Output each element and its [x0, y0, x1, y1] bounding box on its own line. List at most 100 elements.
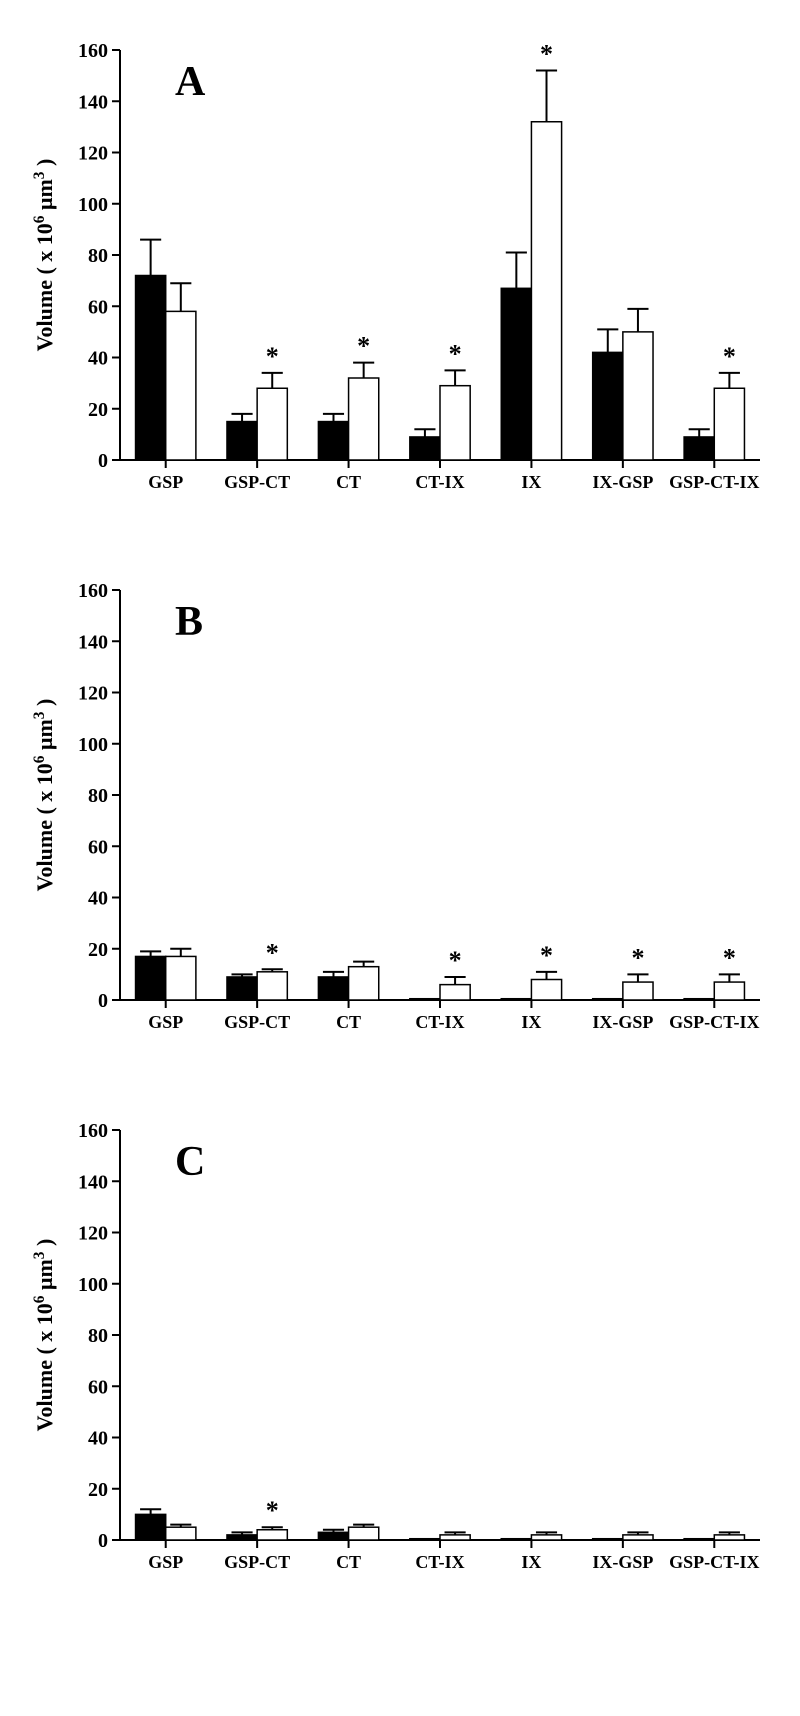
y-axis-label: Volume ( x 106 μm3 ): [31, 159, 58, 352]
ytick-label: 160: [78, 580, 108, 602]
significance-star: *: [723, 342, 736, 371]
ytick-label: 160: [78, 40, 108, 62]
bar-white: [257, 388, 287, 460]
category-label: IX-GSP: [592, 1012, 653, 1032]
ytick-label: 0: [98, 450, 108, 472]
bar-white: [440, 985, 470, 1000]
bar-black: [684, 1539, 714, 1540]
bar-black: [318, 1532, 348, 1540]
ytick-label: 40: [88, 1428, 108, 1450]
ytick-label: 140: [78, 631, 108, 653]
significance-star: *: [631, 943, 644, 972]
bar-white: [714, 1535, 744, 1540]
ytick-label: 80: [88, 245, 108, 267]
ytick-label: 0: [98, 1530, 108, 1552]
category-label: GSP: [148, 1552, 183, 1572]
category-label: CT: [336, 472, 361, 492]
ytick-label: 40: [88, 888, 108, 910]
category-label: GSP: [148, 1012, 183, 1032]
category-label: CT-IX: [415, 1552, 464, 1572]
category-label: GSP: [148, 472, 183, 492]
bar-black: [318, 422, 348, 460]
bar-black: [136, 956, 166, 1000]
ytick-label: 160: [78, 1120, 108, 1142]
bar-white: [531, 980, 561, 1001]
panel-letter: C: [175, 1139, 205, 1185]
bar-black: [410, 999, 440, 1000]
category-label: GSP-CT: [224, 1012, 290, 1032]
ytick-label: 20: [88, 1479, 108, 1501]
bar-black: [593, 999, 623, 1000]
ytick-label: 120: [78, 143, 108, 165]
ytick-label: 120: [78, 1223, 108, 1245]
category-label: IX: [521, 1012, 541, 1032]
y-axis-label: Volume ( x 106 μm3 ): [31, 699, 58, 892]
panel-letter: A: [175, 59, 206, 105]
ytick-label: 100: [78, 1274, 108, 1296]
panel-letter: B: [175, 599, 203, 645]
bar-white: [714, 982, 744, 1000]
bar-white: [440, 1535, 470, 1540]
category-label: GSP-CT-IX: [669, 1012, 759, 1032]
bar-black: [684, 437, 714, 460]
bar-black: [501, 999, 531, 1000]
category-label: GSP-CT: [224, 472, 290, 492]
significance-star: *: [449, 339, 462, 368]
bar-black: [501, 288, 531, 460]
bar-black: [410, 1539, 440, 1540]
ytick-label: 20: [88, 399, 108, 421]
bar-white: [623, 982, 653, 1000]
significance-star: *: [540, 941, 553, 970]
category-label: IX-GSP: [592, 1552, 653, 1572]
ytick-label: 100: [78, 194, 108, 216]
chart-panel-c: 0 20 40 60 80 100 120 140 160 Volume ( x 106 μm3 …: [20, 1100, 780, 1600]
ytick-label: 140: [78, 1171, 108, 1193]
ytick-label: 20: [88, 939, 108, 961]
bar-black: [684, 999, 714, 1000]
ytick-label: 80: [88, 1325, 108, 1347]
figure-container: 0 20 40 60 80 100 120 140 160 Volume ( x 106 μm3 …: [20, 20, 780, 1600]
bar-white: [714, 388, 744, 460]
category-label: GSP-CT-IX: [669, 1552, 759, 1572]
category-label: IX-GSP: [592, 472, 653, 492]
bar-white: [440, 386, 470, 460]
ytick-label: 60: [88, 296, 108, 318]
ytick-label: 60: [88, 836, 108, 858]
bar-white: [349, 967, 379, 1000]
significance-star: *: [449, 946, 462, 975]
ytick-label: 0: [98, 990, 108, 1012]
category-label: CT: [336, 1012, 361, 1032]
ytick-label: 120: [78, 683, 108, 705]
bar-white: [257, 972, 287, 1000]
bar-black: [227, 977, 257, 1000]
bar-black: [136, 276, 166, 461]
significance-star: *: [723, 943, 736, 972]
bar-white: [623, 1535, 653, 1540]
ytick-label: 60: [88, 1376, 108, 1398]
bar-white: [531, 122, 561, 460]
bar-white: [257, 1530, 287, 1540]
bar-black: [136, 1514, 166, 1540]
category-label: IX: [521, 472, 541, 492]
category-label: GSP-CT-IX: [669, 472, 759, 492]
bar-black: [501, 1539, 531, 1540]
ytick-label: 100: [78, 734, 108, 756]
category-label: IX: [521, 1552, 541, 1572]
ytick-label: 40: [88, 348, 108, 370]
y-axis-label: Volume ( x 106 μm3 ): [31, 1239, 58, 1432]
bar-white: [166, 311, 196, 460]
bar-black: [227, 422, 257, 460]
chart-panel-a: 020406080100120140160Volume ( x 106 μm3 …: [20, 20, 780, 520]
category-label: CT-IX: [415, 1012, 464, 1032]
ytick-label: 80: [88, 785, 108, 807]
category-label: GSP-CT: [224, 1552, 290, 1572]
bar-white: [531, 1535, 561, 1540]
bar-white: [349, 378, 379, 460]
bar-black: [593, 352, 623, 460]
bar-black: [593, 1539, 623, 1540]
chart-panel-b: 0 20 40 60 80 100 120 140 160 Volume ( x 106 μm3 …: [20, 560, 780, 1060]
significance-star: *: [266, 938, 279, 967]
category-label: CT-IX: [415, 472, 464, 492]
significance-star: *: [540, 40, 553, 69]
significance-star: *: [266, 1496, 279, 1525]
